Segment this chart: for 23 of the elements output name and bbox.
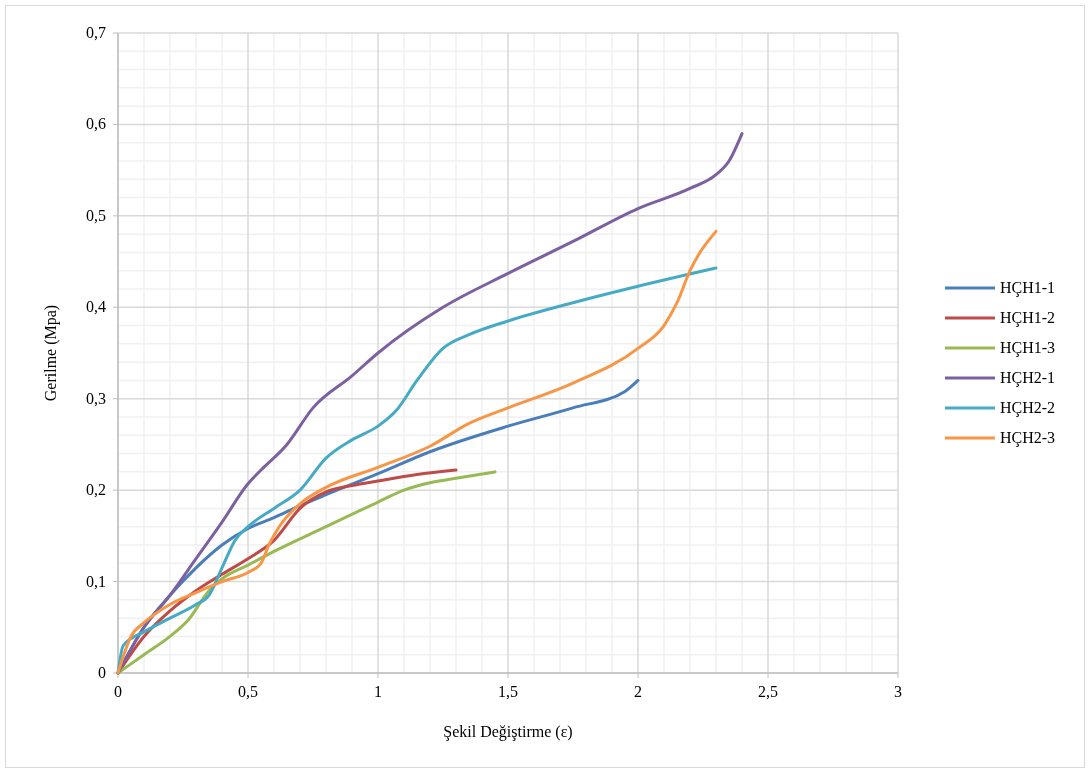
y-tick-label: 0,1	[86, 572, 106, 590]
x-tick-label: 2	[634, 683, 642, 700]
legend-label: HÇH2-1	[1000, 369, 1056, 387]
legend-label: HÇH1-1	[1000, 279, 1056, 297]
y-axis-title: Gerilme (Mpa)	[42, 304, 60, 402]
x-tick-label: 0,5	[238, 683, 258, 700]
x-axis-title: Şekil Değiştirme (ε)	[443, 723, 573, 741]
x-tick-label: 3	[894, 683, 902, 700]
y-tick-label: 0,2	[86, 481, 106, 499]
legend-label: HÇH2-3	[1000, 429, 1056, 447]
y-tick-label: 0,6	[86, 115, 106, 133]
y-tick-label: 0,3	[86, 389, 106, 407]
legend-label: HÇH1-3	[1000, 339, 1056, 357]
legend-label: HÇH2-2	[1000, 399, 1056, 417]
x-tick-label: 1,5	[498, 683, 518, 700]
x-tick-label: 1	[374, 683, 382, 700]
x-tick-label: 2,5	[758, 683, 778, 700]
y-tick-label: 0,5	[86, 206, 106, 224]
y-tick-label: 0,7	[86, 24, 106, 41]
y-tick-label: 0	[98, 664, 106, 681]
x-tick-label: 0	[114, 683, 122, 700]
legend-label: HÇH1-2	[1000, 309, 1056, 327]
y-tick-label: 0,4	[86, 298, 106, 316]
